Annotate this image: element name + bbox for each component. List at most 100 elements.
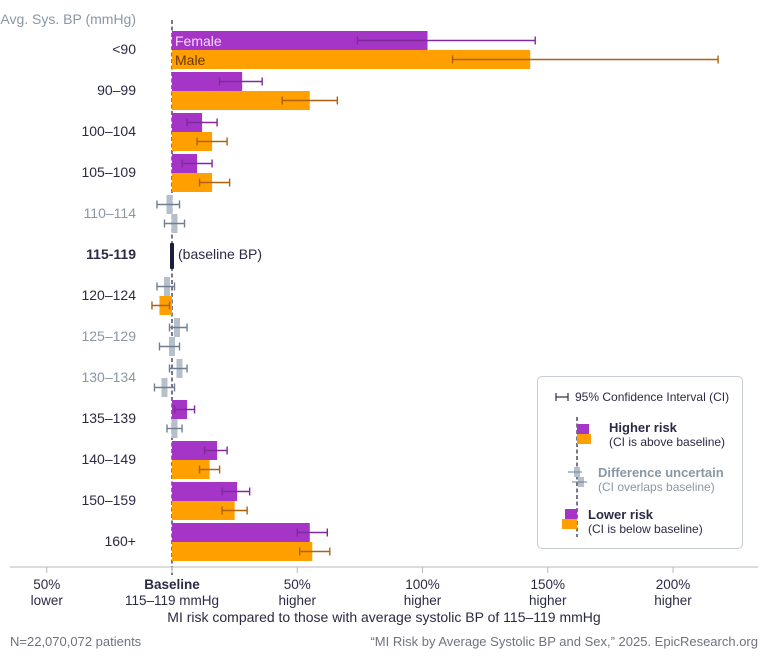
- tick-label-line1: 100%: [405, 577, 440, 592]
- swatch-male: [577, 434, 591, 444]
- legend-subtitle: (CI is above baseline): [609, 435, 725, 449]
- x-tick-3: 100%higher: [404, 567, 442, 608]
- female-ci: [186, 118, 218, 127]
- female-ci: [156, 200, 181, 209]
- category-label: 115-119: [86, 246, 136, 262]
- x-axis-title: MI risk compared to those with average s…: [167, 609, 600, 625]
- legend-subtitle: (CI overlaps baseline): [598, 480, 715, 494]
- male-series-label: Male: [175, 52, 206, 68]
- category-row-5: 115-119 (baseline BP): [86, 243, 262, 269]
- female-ci: [173, 405, 196, 414]
- female-bar: [172, 31, 428, 50]
- category-label: 160+: [104, 533, 136, 549]
- category-row-3: 105–109: [81, 154, 231, 192]
- category-row-9: 135–139: [81, 400, 196, 438]
- category-row-11: 150–159: [81, 482, 251, 520]
- female-series-label: Female: [175, 33, 222, 49]
- male-ci: [299, 547, 331, 556]
- male-ci: [221, 506, 248, 515]
- category-row-4: 110–114: [84, 195, 186, 233]
- swatch-male: [562, 519, 577, 529]
- female-ci: [356, 36, 536, 45]
- female-bar: [172, 523, 310, 542]
- baseline-marker: [170, 243, 174, 269]
- category-label: 135–139: [81, 410, 136, 426]
- tick-label-line2: higher: [529, 593, 567, 608]
- tick-label-line1: 150%: [530, 577, 565, 592]
- female-bar: [172, 72, 243, 91]
- legend-graphic: 95% Confidence Interval (CI)Higher risk(…: [555, 390, 729, 537]
- tick-label-line2: lower: [31, 593, 64, 608]
- male-ci: [451, 55, 719, 64]
- category-label: 105–109: [81, 164, 136, 180]
- female-bar: [172, 441, 218, 460]
- tick-label-line1: 200%: [656, 577, 691, 592]
- plot-area: <90 Female Male 90–99 100–104 105–109 110–114 1…: [81, 20, 719, 575]
- male-ci: [163, 219, 186, 228]
- sample-size-note: N=22,070,072 patients: [10, 634, 142, 649]
- category-row-10: 140–149: [81, 441, 228, 479]
- tick-label-line2: higher: [404, 593, 442, 608]
- female-ci: [168, 323, 188, 332]
- legend-title: Lower risk: [588, 507, 654, 522]
- male-ci: [196, 137, 228, 146]
- legend: 95% Confidence Interval (CI) Higher risk(…: [537, 376, 743, 549]
- x-tick-5: 200%higher: [654, 567, 692, 608]
- category-row-12: 160+: [104, 523, 331, 561]
- category-row-6: 120–124: [81, 277, 176, 315]
- female-ci: [203, 446, 228, 455]
- category-row-7: 125–129: [81, 318, 188, 356]
- legend-title: Higher risk: [609, 420, 678, 435]
- category-row-2: 100–104: [81, 113, 228, 151]
- baseline-note: (baseline BP): [178, 246, 262, 262]
- male-bar: [172, 132, 213, 151]
- tick-label-line1: Baseline: [144, 577, 200, 592]
- female-ci: [181, 159, 213, 168]
- category-label: 110–114: [84, 205, 137, 221]
- male-ci: [281, 96, 339, 105]
- male-ci: [166, 424, 183, 433]
- female-ci: [156, 282, 176, 291]
- tick-label-line2: 115–119 mmHg: [125, 593, 219, 608]
- male-bar: [172, 542, 313, 561]
- legend-item-lower: Lower risk(CI is below baseline): [562, 507, 703, 536]
- legend-item-higher: Higher risk(CI is above baseline): [577, 420, 725, 449]
- category-row-8: 130–134: [81, 359, 188, 397]
- legend-item-uncertain: Difference uncertain(CI overlaps baselin…: [568, 465, 724, 494]
- male-ci: [153, 383, 176, 392]
- female-ci: [168, 364, 188, 373]
- category-row-0: <90 Female Male: [112, 31, 719, 69]
- tick-label-line1: 50%: [33, 577, 60, 592]
- y-axis-title: Avg. Sys. BP (mmHg): [0, 11, 136, 27]
- category-label: 120–124: [81, 287, 136, 303]
- female-ci: [221, 487, 251, 496]
- male-bar: [172, 173, 213, 192]
- swatch-female: [577, 424, 589, 434]
- female-ci: [296, 528, 329, 537]
- male-ci: [158, 342, 181, 351]
- female-ci: [218, 77, 263, 86]
- category-row-1: 90–99: [97, 72, 339, 110]
- ci-legend-icon: [555, 393, 569, 401]
- category-label: 90–99: [97, 82, 136, 98]
- male-ci: [198, 465, 221, 474]
- x-tick-4: 150%higher: [529, 567, 567, 608]
- male-bar: [172, 501, 235, 520]
- ci-legend-label: 95% Confidence Interval (CI): [575, 390, 729, 404]
- male-bar: [172, 460, 210, 479]
- legend-title: Difference uncertain: [598, 465, 724, 480]
- category-label: 150–159: [81, 492, 136, 508]
- legend-subtitle: (CI is below baseline): [588, 522, 703, 536]
- category-label: <90: [112, 41, 136, 57]
- category-label: 140–149: [81, 451, 136, 467]
- swatch-female: [565, 509, 577, 519]
- category-label: 125–129: [81, 328, 136, 344]
- x-tick-0: 50%lower: [31, 567, 64, 608]
- tick-label-line2: higher: [654, 593, 692, 608]
- male-ci: [151, 301, 171, 310]
- tick-label-line1: 50%: [284, 577, 311, 592]
- x-tick-2: 50%higher: [278, 567, 317, 608]
